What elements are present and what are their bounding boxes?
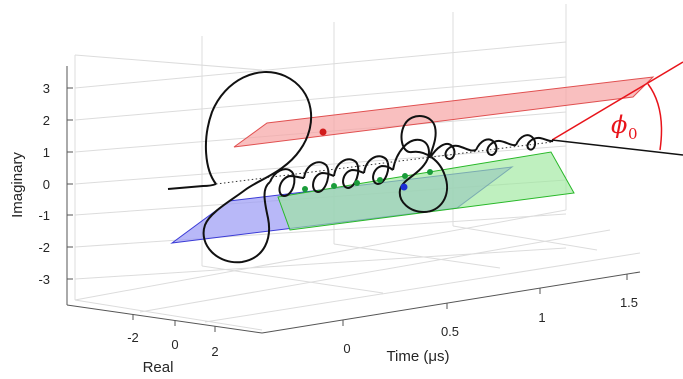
z-axis-label: Imaginary	[9, 152, 26, 218]
time-tick-label: 0	[343, 341, 350, 356]
z-tick-label: 3	[43, 81, 50, 96]
real-tick-label: 0	[171, 337, 178, 352]
phase-ray-black	[551, 139, 683, 156]
grid-lines	[74, 4, 641, 331]
phase-symbol: ϕ	[611, 111, 627, 139]
phase-subscript: 0	[628, 125, 638, 143]
axes	[66, 66, 641, 334]
real-axis-label: Real	[143, 359, 174, 376]
phase-annotation: ϕ 0	[551, 61, 683, 156]
z-tick-label: -2	[38, 240, 50, 255]
green-marker	[377, 177, 383, 183]
real-tick-label: -2	[127, 330, 139, 345]
markers	[302, 128, 433, 192]
planes	[170, 76, 655, 244]
z-tick-label: -3	[38, 272, 50, 287]
time-tick-labels: 0 0.5 1 1.5	[343, 295, 638, 356]
z-tick-labels: 3 2 1 0 -1 -2 -3	[38, 81, 50, 287]
green-marker	[427, 169, 433, 175]
green-marker	[354, 180, 360, 186]
time-tick-label: 1.5	[620, 295, 638, 310]
time-axis-dotted	[215, 141, 553, 185]
z-tick-label: 2	[43, 113, 50, 128]
real-tick-label: 2	[211, 344, 218, 359]
time-axis-label: Time (μs)	[386, 348, 449, 365]
green-plane	[277, 151, 575, 231]
time-tick-label: 0.5	[441, 324, 459, 339]
phase-arc	[647, 83, 663, 151]
green-marker	[331, 183, 337, 189]
z-tick-label: -1	[38, 208, 50, 223]
green-marker	[402, 173, 408, 179]
trajectory	[167, 71, 554, 264]
phase-ray-red	[551, 61, 683, 141]
time-tick-label: 1	[538, 310, 545, 325]
blue-marker	[400, 183, 408, 191]
green-marker	[302, 186, 308, 192]
z-tick-label: 0	[43, 177, 50, 192]
z-tick-label: 1	[43, 145, 50, 160]
real-tick-labels: -2 0 2	[127, 330, 218, 359]
red-marker	[319, 128, 327, 136]
red-plane	[233, 76, 655, 148]
